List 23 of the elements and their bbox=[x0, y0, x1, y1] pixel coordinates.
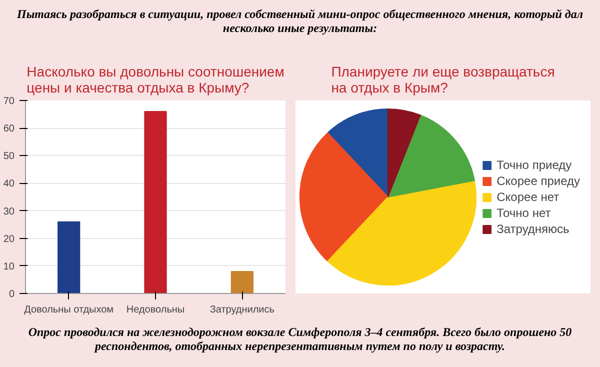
chart-title: Планируете ли еще возвращаться на отдых в Крым? bbox=[331, 64, 555, 96]
text: Пытаясь разобраться в ситуации, провел собственный мини-опрос общественного мнения, который дал несколько иные результаты: bbox=[16, 7, 584, 36]
x-tick-label: Затруднились bbox=[210, 304, 274, 316]
legend-label: Затрудняюсь bbox=[496, 222, 570, 236]
y-tick-label: 30 bbox=[3, 206, 15, 218]
legend-label: Скорее приеду bbox=[496, 174, 580, 188]
legend-label: Скорее нет bbox=[496, 190, 560, 204]
legend-label: Точно нет bbox=[496, 206, 551, 220]
bar bbox=[58, 221, 80, 294]
bar bbox=[144, 111, 167, 294]
y-tick-label: 0 bbox=[8, 289, 15, 300]
x-tick-label: Недовольны bbox=[126, 304, 185, 316]
bar bbox=[230, 270, 254, 294]
y-tick-label: 60 bbox=[3, 124, 15, 135]
chart-title: Насколько вы довольны соотношением цены и качества отдыха в Крыму? bbox=[26, 64, 284, 96]
y-tick-label: 70 bbox=[3, 96, 15, 107]
x-tick-label: Довольны отдыхом bbox=[24, 304, 114, 316]
y-tick-label: 10 bbox=[3, 261, 15, 272]
legend-label: Точно приеду bbox=[496, 158, 572, 172]
y-tick-label: 50 bbox=[3, 151, 15, 162]
text: Опрос проводился на железнодорожном вокзале Симферополя 3–4 сентября. Всего было опрошено 50 респондентов, отобранных нерепрезентативным путем по полу и возрасту. bbox=[27, 325, 573, 354]
y-tick-label: 40 bbox=[3, 178, 15, 190]
y-tick-label: 20 bbox=[3, 234, 15, 245]
